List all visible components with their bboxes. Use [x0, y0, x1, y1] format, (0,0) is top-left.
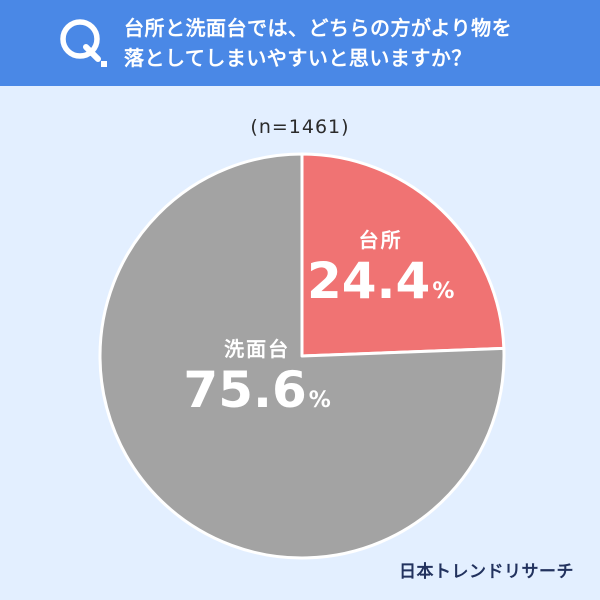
- question-q-icon: [60, 19, 107, 67]
- pie-slice-washbasin: [98, 152, 506, 560]
- slice-value: 24.4%: [306, 251, 455, 310]
- sample-size: (n=1461): [250, 116, 350, 138]
- question-line-2: 落としてしまいやすいと思いますか？: [124, 46, 472, 70]
- slice-label-kitchen: 台所 24.4%: [307, 228, 454, 322]
- slice-name: 台所: [358, 227, 403, 252]
- question-text: 台所と洗面台では、どちらの方がより物を 落としてしまいやすいと思いますか？: [124, 13, 584, 73]
- pie-slice-kitchen: [300, 152, 506, 358]
- slice-label-washbasin: 洗面台 75.6%: [183, 337, 330, 431]
- slice-value: 75.6%: [183, 361, 331, 420]
- slice-name: 洗面台: [224, 337, 291, 362]
- brand-logo: 日本トレンドリサーチ: [399, 562, 574, 582]
- question-line-1: 台所と洗面台では、どちらの方がより物を: [124, 16, 513, 40]
- question-header: 台所と洗面台では、どちらの方がより物を 落としてしまいやすいと思いますか？: [0, 0, 600, 86]
